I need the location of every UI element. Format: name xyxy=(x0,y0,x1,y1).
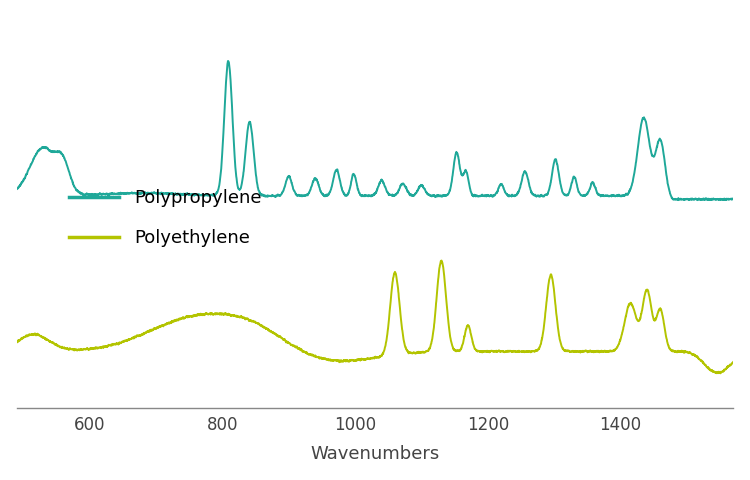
Legend: Polypropylene, Polyethylene: Polypropylene, Polyethylene xyxy=(62,182,268,254)
X-axis label: Wavenumbers: Wavenumbers xyxy=(310,445,440,463)
